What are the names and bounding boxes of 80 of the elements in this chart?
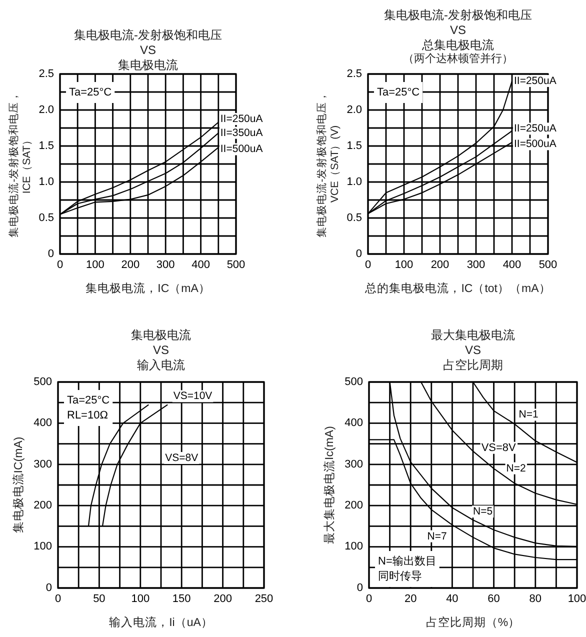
series-label: II=250uA <box>514 74 556 87</box>
y-tick-label: 300 <box>344 458 363 470</box>
x-tick-label: 20 <box>404 593 417 605</box>
x-tick-label: 400 <box>502 259 522 271</box>
y-tick-label: 500 <box>34 376 52 388</box>
y-tick-label: 500 <box>344 376 363 388</box>
x-tick-label: 300 <box>156 259 175 271</box>
chart-subtitle: （两个达林顿管并行） <box>403 52 513 66</box>
x-tick-label: 250 <box>254 593 274 605</box>
y-tick-label: 0 <box>356 248 362 260</box>
series-label: N=5 <box>473 506 493 518</box>
x-axis-title: 输入电流，Ii（uA） <box>109 615 213 629</box>
y-tick-label: 1.0 <box>346 176 362 188</box>
series-label: N=2 <box>506 462 526 474</box>
x-tick-label: 200 <box>121 259 140 271</box>
annotation: 同时传导 <box>378 569 422 582</box>
series-label: N=1 <box>518 408 538 421</box>
y-axis-title: 集电极电流-发射极饱和电压， VCE（SAT）(V) <box>315 90 341 238</box>
series-label: II=250uA <box>220 113 263 126</box>
y-tick-label: 2.0 <box>346 104 362 116</box>
text: VS=8V <box>165 452 198 464</box>
y-tick-label: 200 <box>34 500 52 512</box>
y-axis-title: 最大集电极电流Ic(mA) <box>322 426 336 544</box>
y-tick-label: 100 <box>34 540 52 553</box>
y-tick-label: 2.5 <box>38 68 54 80</box>
x-tick-label: 500 <box>226 259 246 271</box>
x-tick-label: 100 <box>568 593 586 605</box>
y-tick-label: 1.0 <box>38 176 54 188</box>
x-tick-label: 500 <box>538 259 558 271</box>
y-tick-label: 1.5 <box>38 140 54 152</box>
series-label: II=500uA <box>514 138 556 150</box>
y-tick-label: 400 <box>344 417 363 430</box>
x-axis-title: 总的集电极电流，IC（tot）（mA） <box>364 281 551 295</box>
annotation: Ta=25°C <box>377 86 420 98</box>
x-axis-title: 集电极电流，IC（mA） <box>86 281 210 295</box>
y-tick-label: 2.0 <box>38 104 54 116</box>
x-tick-label: 0 <box>364 259 372 271</box>
x-tick-label: 100 <box>86 259 104 271</box>
x-tick-label: 0 <box>54 593 62 605</box>
y-tick-label: 1.5 <box>346 140 362 152</box>
y-tick-label: 300 <box>34 458 52 470</box>
x-tick-label: 150 <box>172 593 191 605</box>
x-tick-label: 0 <box>56 259 64 271</box>
x-tick-label: 100 <box>394 259 414 271</box>
chart-title: 集电极电流-发射极饱和电压 VS 总集电极电流 <box>384 8 532 52</box>
y-tick-label: 0.5 <box>346 212 362 224</box>
series-label: N=7 <box>427 530 447 542</box>
annotation: N=输出数目 <box>378 554 436 568</box>
y-tick-label: 0 <box>46 582 52 594</box>
y-tick-label: 0.5 <box>38 212 54 224</box>
x-tick-label: 400 <box>192 259 210 271</box>
annotation: VS=8V <box>481 442 517 454</box>
chart-title: 集电极电流-发射极饱和电压 VS 集电极电流 <box>74 28 222 72</box>
x-tick-label: 100 <box>131 593 150 605</box>
y-axis-title: 集电极电流IC(mA) <box>11 436 25 534</box>
x-tick-label: 0 <box>366 593 372 605</box>
x-tick-label: 40 <box>446 593 458 605</box>
x-axis-title: 占空比周期（%） <box>426 615 520 629</box>
x-tick-label: 200 <box>430 259 450 271</box>
chart-title: 集电极电流 VS 输入电流 <box>131 328 191 372</box>
y-tick-label: 400 <box>34 417 52 430</box>
chart-title: 最大集电极电流 VS 占空比周期 <box>431 328 515 372</box>
y-tick-label: 100 <box>344 540 363 553</box>
x-tick-label: 300 <box>466 259 486 271</box>
annotation: RL=10Ω <box>67 409 108 422</box>
y-tick-label: 0 <box>48 248 54 260</box>
series-label: II=350uA <box>220 126 263 139</box>
x-tick-label: 50 <box>93 593 106 605</box>
series-label: II=250uA <box>514 122 556 135</box>
annotation: Ta=25°C <box>69 86 112 98</box>
annotation: Ta=25°C <box>67 394 110 406</box>
text: VS=10V <box>173 390 212 402</box>
series-label: II=500uA <box>220 143 263 156</box>
y-tick-label: 200 <box>344 500 363 512</box>
x-tick-label: 80 <box>529 593 542 605</box>
x-tick-label: 200 <box>214 593 232 605</box>
y-tick-label: 0 <box>356 582 363 594</box>
y-tick-label: 2.5 <box>346 68 362 80</box>
x-tick-label: 60 <box>488 593 500 605</box>
y-axis-title: 集电极电流-发射极饱和电压， ICE（SAT） <box>7 90 33 238</box>
